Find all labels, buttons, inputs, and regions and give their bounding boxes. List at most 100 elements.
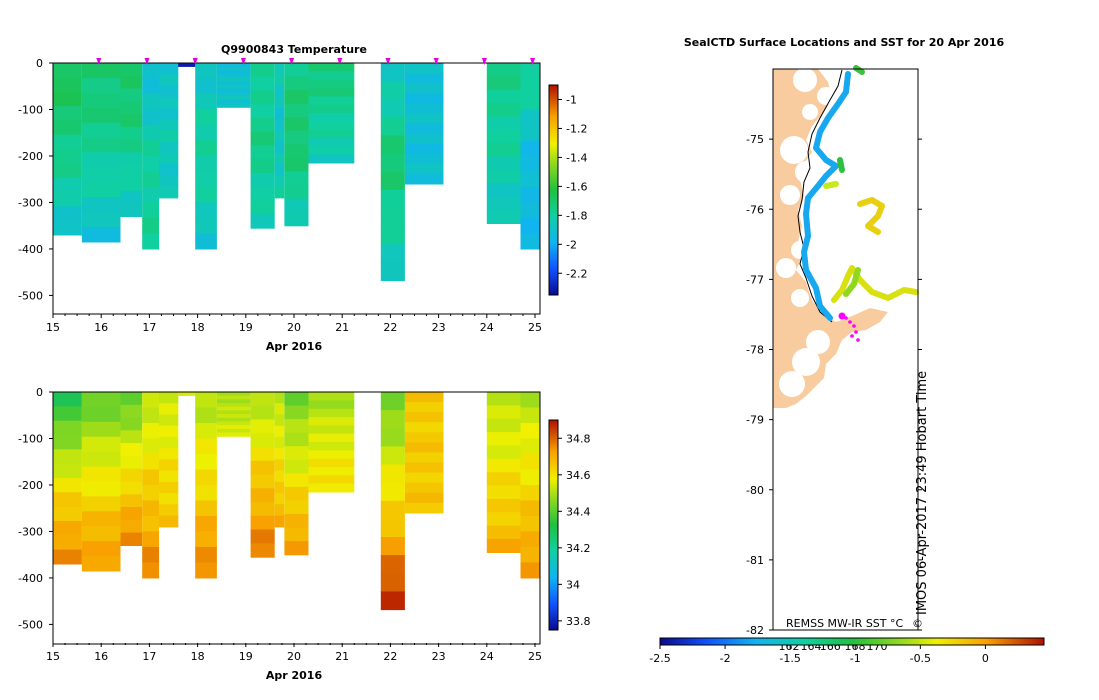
x-tick-label: 20 [287, 321, 301, 334]
section-cell [159, 74, 179, 86]
section-cell [216, 70, 251, 75]
salinity-x-ticks: 15 16 17 18 19 20 21 22 23 24 25 [46, 643, 542, 663]
section-cell [380, 99, 405, 118]
section-cell [274, 470, 285, 483]
cloud-blob [806, 330, 830, 354]
section-cell [486, 103, 521, 118]
section-cell [486, 472, 521, 487]
section-cell [274, 96, 285, 109]
lat-tick-label: -80 [746, 484, 764, 497]
cloud-blob [791, 289, 809, 307]
section-cell [274, 448, 285, 460]
section-cell [274, 107, 285, 120]
colorbar-tick-label: -1.6 [566, 180, 587, 193]
section-cell [284, 198, 309, 213]
y-tick-label: -500 [18, 618, 43, 631]
section-cell [195, 500, 217, 517]
profile-marker [530, 58, 536, 65]
section-cell [250, 433, 275, 448]
section-cell [520, 202, 540, 219]
sst-colorbar-tick-label: -2.5 [649, 652, 670, 665]
section-cell [520, 531, 540, 548]
section-cell [250, 173, 275, 188]
section-cell [274, 175, 285, 188]
section-cell [216, 425, 251, 430]
section-cell [120, 126, 143, 141]
section-cell [142, 500, 160, 517]
section-cell [284, 171, 309, 186]
section-cell [520, 217, 540, 234]
section-cell [404, 502, 444, 514]
section-cell [195, 546, 217, 563]
section-cell [53, 192, 82, 207]
section-cell [195, 187, 217, 204]
lat-tick-label: -81 [746, 554, 764, 567]
profile-marker [192, 58, 198, 65]
section-cell [486, 89, 521, 104]
x-tick-label: 24 [480, 650, 494, 663]
section-cell [250, 63, 275, 78]
lat-tick-label: -79 [746, 414, 764, 427]
section-cell [308, 138, 355, 147]
section-cell [159, 481, 179, 494]
y-tick-label: -400 [18, 243, 43, 256]
section-cell [486, 512, 521, 527]
section-cell [216, 99, 251, 105]
colorbar-tick-label: -1.8 [566, 209, 587, 222]
section-cell [195, 171, 217, 188]
section-cell [195, 156, 217, 173]
section-cell [486, 405, 521, 420]
section-cell [216, 74, 251, 79]
section-cell [274, 74, 285, 86]
salinity-cells [53, 392, 540, 611]
section-cell [142, 233, 160, 250]
section-cell [486, 418, 521, 433]
section-cell [142, 485, 160, 502]
imos-timestamp: IMOS 06-Apr-2017 23:49 Hobart Time [915, 371, 930, 615]
cloud-blob [802, 104, 818, 120]
section-cell [250, 200, 275, 215]
section-cell [178, 66, 196, 67]
lat-tick-label: -75 [746, 133, 764, 146]
section-cell [284, 63, 309, 78]
colorbar-tick-label: -2 [566, 238, 577, 251]
section-cell [274, 436, 285, 449]
seal-position [848, 320, 852, 324]
section-cell [159, 85, 179, 98]
section-cell [404, 432, 444, 443]
section-cell [380, 63, 405, 82]
section-cell [250, 543, 275, 558]
seal-position [844, 316, 848, 320]
section-cell [250, 214, 275, 229]
section-cell [81, 63, 121, 79]
profile-marker [144, 58, 150, 65]
coastline [797, 69, 843, 323]
sst-patch-green-south [843, 267, 861, 297]
x-tick-label: 24 [480, 321, 494, 334]
section-cell [486, 156, 521, 171]
y-tick-label: -400 [18, 572, 43, 585]
section-cell [520, 562, 540, 579]
section-cell [404, 392, 444, 403]
section-cell [486, 458, 521, 473]
section-cell [284, 157, 309, 173]
lat-tick-label: -82 [746, 624, 764, 637]
profile-marker [240, 58, 246, 65]
temperature-panel: Q9900843 Temperature 15 16 17 18 19 20 21 22 23 2… [18, 43, 587, 353]
sst-colorbar [659, 637, 1045, 646]
section-cell [195, 407, 217, 424]
section-cell [120, 532, 143, 546]
section-cell [404, 73, 444, 84]
section-cell [142, 187, 160, 204]
section-cell [53, 91, 82, 107]
sst-patch-yellow [823, 181, 839, 189]
profile-marker [481, 58, 487, 65]
section-cell [195, 423, 217, 440]
section-cell [486, 210, 521, 224]
section-cell [404, 93, 444, 104]
section-cell [159, 175, 179, 188]
section-cell [274, 186, 285, 199]
section-cell [274, 459, 285, 472]
y-tick-label: -200 [18, 150, 43, 163]
